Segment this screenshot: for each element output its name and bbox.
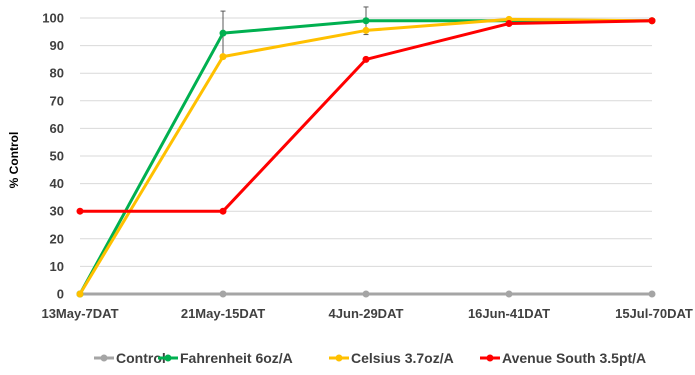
y-tick-label: 0 (57, 287, 64, 302)
data-point (219, 53, 227, 61)
data-point (648, 290, 656, 298)
legend-item: Control (94, 350, 166, 366)
data-point (505, 290, 513, 298)
series-1 (76, 6, 656, 298)
x-tick-label: 4Jun-29DAT (329, 306, 404, 321)
data-point (219, 207, 227, 215)
y-tick-label: 40 (50, 176, 64, 191)
y-tick-label: 30 (50, 204, 64, 219)
data-point (362, 17, 370, 25)
data-point (362, 290, 370, 298)
y-tick-label: 100 (42, 11, 64, 26)
legend-item: Celsius 3.7oz/A (329, 350, 454, 366)
data-point (76, 290, 84, 298)
legend-label: Avenue South 3.5pt/A (502, 350, 646, 366)
legend-label: Celsius 3.7oz/A (351, 350, 454, 366)
legend-label: Control (116, 350, 166, 366)
y-tick-label: 60 (50, 121, 64, 136)
data-point (76, 207, 84, 215)
y-tick-label: 50 (50, 149, 64, 164)
x-tick-label: 16Jun-41DAT (468, 306, 550, 321)
legend-swatch-marker (335, 354, 343, 362)
gridlines (80, 17, 652, 295)
data-point (362, 26, 370, 34)
y-tick-label: 80 (50, 66, 64, 81)
legend-item: Avenue South 3.5pt/A (480, 350, 646, 366)
x-tick-labels: 13May-7DAT 21May-15DAT 4Jun-29DAT 16Jun-41D… (41, 306, 692, 321)
y-tick-label: 20 (50, 231, 64, 246)
y-axis-label: % Control (7, 132, 21, 189)
series-lines (76, 6, 656, 298)
y-tick-label: 70 (50, 93, 64, 108)
series-3 (76, 17, 656, 215)
x-tick-label: 13May-7DAT (41, 306, 118, 321)
series-0 (76, 290, 656, 298)
legend-swatch-marker (486, 354, 494, 362)
legend: Control Fahrenheit 6oz/A Celsius 3.7oz/A Av… (94, 350, 646, 366)
series-line (80, 19, 653, 213)
legend-item: Fahrenheit 6oz/A (158, 350, 293, 366)
legend-swatch-marker (100, 354, 108, 362)
legend-swatch-marker (164, 354, 172, 362)
x-tick-label: 21May-15DAT (181, 306, 265, 321)
y-tick-label: 10 (50, 259, 64, 274)
y-tick-label: 90 (50, 38, 64, 53)
data-point (219, 29, 227, 37)
x-tick-label: 15Jul-70DAT (615, 306, 693, 321)
data-point (219, 290, 227, 298)
data-point (505, 20, 513, 28)
data-point (648, 17, 656, 25)
data-point (362, 55, 370, 63)
y-tick-labels: 0 10 20 30 40 50 60 70 80 90 100 (42, 11, 64, 302)
legend-label: Fahrenheit 6oz/A (180, 350, 293, 366)
